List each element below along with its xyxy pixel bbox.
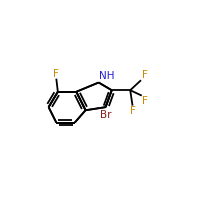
Text: F: F	[53, 69, 59, 79]
Text: F: F	[142, 96, 148, 106]
Text: F: F	[142, 70, 148, 80]
Text: F: F	[130, 106, 136, 116]
Text: Br: Br	[100, 110, 111, 120]
Text: NH: NH	[99, 71, 115, 81]
